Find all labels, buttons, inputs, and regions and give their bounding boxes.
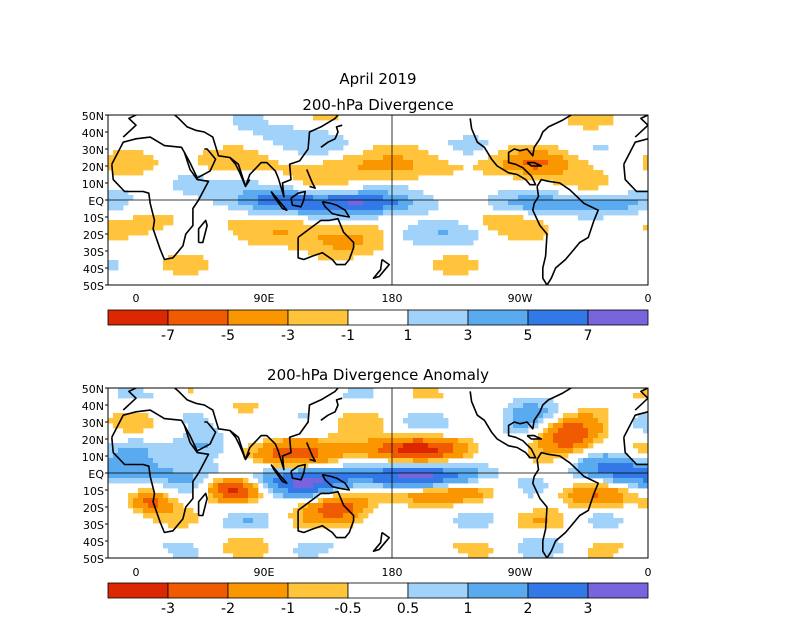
lat-label: 20S [83,502,104,515]
panel-title-divergence: 200-hPa Divergence [302,96,453,114]
colorbar-label: -0.5 [334,601,361,617]
colorbar-label: 1 [464,601,473,617]
lat-label: 50N [82,110,104,123]
colorbar-swatch [527,309,589,326]
lat-label: 10N [82,451,104,464]
anomaly-lon-axis: 0 90E 180 90W 0 [133,566,652,579]
lat-label: 40N [82,400,104,413]
divergence-colorbar-labels: -7 -5 -3 -1 1 3 5 7 [161,328,592,344]
colorbar-label: 2 [524,601,533,617]
lat-label: 50S [83,280,104,293]
colorbar-swatch [527,582,589,599]
colorbar-label: 5 [524,328,533,344]
divergence-map [105,114,649,286]
anomaly-map [105,387,649,559]
colorbar-swatch [227,309,289,326]
divergence-lat-axis: 50N 40N 30N 20N 10N EQ 10S 20S 30S 40S 5… [82,110,105,293]
lat-label: 10N [82,178,104,191]
colorbar-swatch [167,582,229,599]
lon-label: 0 [645,566,652,579]
lon-label: 0 [133,566,140,579]
colorbar-label: 1 [404,328,413,344]
lat-label: 30S [83,246,104,259]
lon-label: 90E [254,566,275,579]
lon-label: 180 [382,292,403,305]
lat-label: 40S [83,263,104,276]
lon-label: 0 [645,292,652,305]
lat-label: 50N [82,383,104,396]
lon-label: 90E [254,292,275,305]
colorbar-swatch [407,309,469,326]
lat-label: 40N [82,127,104,140]
divergence-lon-axis: 0 90E 180 90W 0 [133,292,652,305]
anomaly-colorbar-labels: -3 -2 -1 -0.5 0.5 1 2 3 [161,601,592,617]
colorbar-swatch [287,309,349,326]
lat-label: 30N [82,144,104,157]
colorbar-swatch [587,582,649,599]
colorbar-label: -2 [221,601,235,617]
lat-label: 30N [82,417,104,430]
colorbar-swatch [347,582,409,599]
lat-label: EQ [88,468,104,481]
colorbar-swatch [407,582,469,599]
lat-label: EQ [88,195,104,208]
divergence-colorbar [107,309,649,326]
lat-label: 10S [83,485,104,498]
lat-label: 50S [83,553,104,566]
colorbar-swatch [287,582,349,599]
colorbar-label: 7 [584,328,593,344]
lat-label: 20S [83,229,104,242]
colorbar-swatch [227,582,289,599]
colorbar-swatch [167,309,229,326]
lat-label: 40S [83,536,104,549]
colorbar-swatch [347,309,409,326]
colorbar-label: -1 [281,601,295,617]
colorbar-swatch [107,309,169,326]
lon-label: 180 [382,566,403,579]
colorbar-label: 3 [464,328,473,344]
anomaly-colorbar [107,582,649,599]
colorbar-swatch [587,309,649,326]
anomaly-lat-axis: 50N 40N 30N 20N 10N EQ 10S 20S 30S 40S 5… [82,383,105,566]
colorbar-label: -5 [221,328,235,344]
colorbar-label: -3 [281,328,295,344]
lat-label: 30S [83,519,104,532]
colorbar-label: -3 [161,601,175,617]
lat-label: 10S [83,212,104,225]
lat-label: 20N [82,161,104,174]
colorbar-label: -1 [341,328,355,344]
colorbar-label: -7 [161,328,175,344]
panel-title-anomaly: 200-hPa Divergence Anomaly [267,366,489,384]
colorbar-label: 0.5 [397,601,419,617]
lon-label: 90W [508,566,533,579]
lon-label: 90W [508,292,533,305]
figure-title: April 2019 [339,70,416,88]
colorbar-swatch [467,309,529,326]
colorbar-label: 3 [584,601,593,617]
colorbar-swatch [107,582,169,599]
lat-label: 20N [82,434,104,447]
colorbar-swatch [467,582,529,599]
lon-label: 0 [133,292,140,305]
